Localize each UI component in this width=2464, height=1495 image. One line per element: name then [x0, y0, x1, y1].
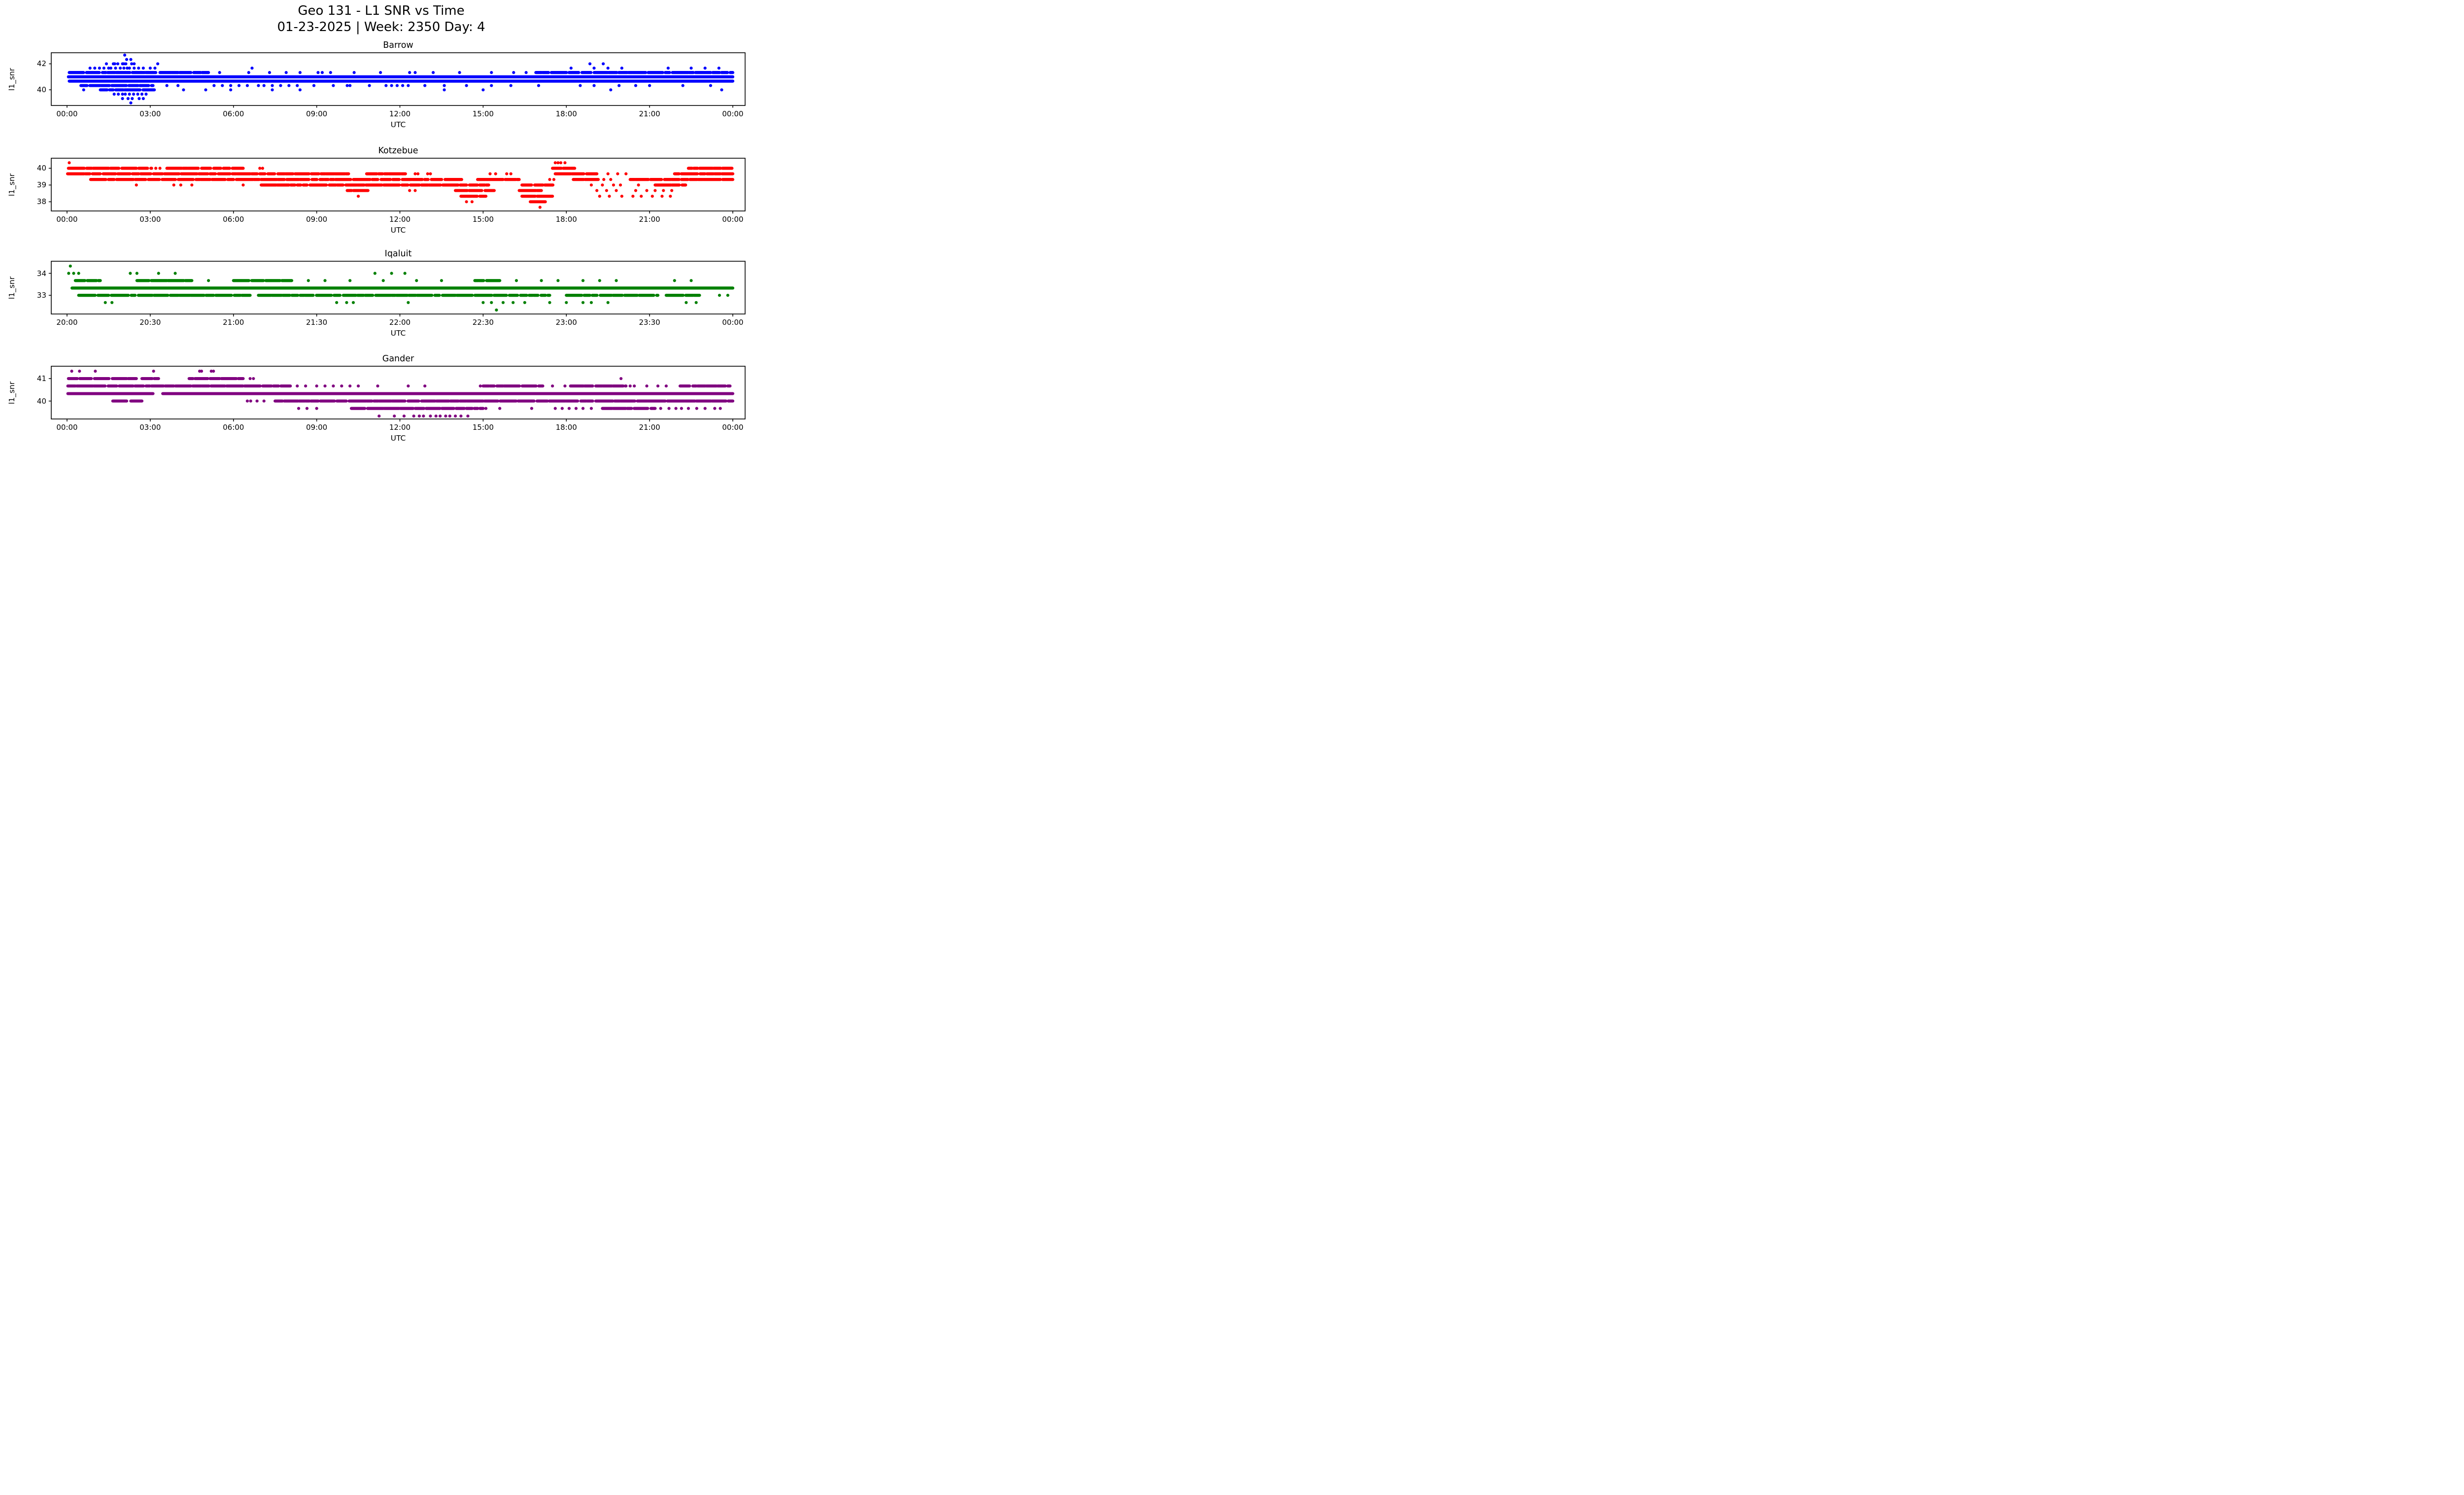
x-tick-label: 20:00: [56, 318, 78, 327]
x-tick-label: 21:00: [639, 215, 660, 224]
x-tick-label: 21:30: [306, 318, 328, 327]
x-tick-label: 00:00: [56, 215, 78, 224]
x-tick-label: 03:00: [139, 215, 161, 224]
figure-title: Geo 131 - L1 SNR vs Time 01-23-2025 | We…: [0, 3, 762, 35]
x-tick-label: 18:00: [555, 423, 577, 432]
x-tick-label: 00:00: [722, 318, 744, 327]
snr-figure: Geo 131 - L1 SNR vs Time 01-23-2025 | We…: [0, 0, 762, 443]
scatter-plot-canvas: [0, 0, 762, 443]
y-tick-label: 40: [36, 85, 46, 95]
x-axis-label-iqaluit: UTC: [390, 329, 406, 338]
x-tick-label: 06:00: [223, 109, 244, 118]
x-tick-label: 00:00: [722, 215, 744, 224]
x-tick-label: 03:00: [139, 423, 161, 432]
y-tick-label: 40: [36, 396, 46, 406]
x-tick-label: 18:00: [555, 109, 577, 118]
x-tick-label: 00:00: [722, 109, 744, 118]
x-tick-label: 21:00: [223, 318, 244, 327]
x-tick-label: 23:30: [639, 318, 660, 327]
y-axis-label-iqaluit: l1_snr: [7, 276, 16, 299]
x-tick-label: 15:00: [472, 423, 494, 432]
y-tick-label: 40: [36, 164, 46, 173]
x-tick-label: 22:30: [472, 318, 494, 327]
x-axis-label-kotzebue: UTC: [390, 226, 406, 235]
x-axis-label-barrow: UTC: [390, 120, 406, 129]
x-tick-label: 09:00: [306, 109, 328, 118]
subplot-title-kotzebue: Kotzebue: [378, 146, 418, 156]
x-tick-label: 21:00: [639, 423, 660, 432]
x-tick-label: 12:00: [389, 215, 411, 224]
y-tick-label: 34: [36, 269, 46, 278]
y-axis-label-gander: l1_snr: [7, 381, 16, 404]
x-tick-label: 22:00: [389, 318, 411, 327]
subplot-title-barrow: Barrow: [383, 40, 413, 50]
x-tick-label: 06:00: [223, 215, 244, 224]
y-axis-label-kotzebue: l1_snr: [7, 173, 16, 196]
x-tick-label: 21:00: [639, 109, 660, 118]
figure-title-line1: Geo 131 - L1 SNR vs Time: [298, 3, 465, 18]
y-axis-label-barrow: l1_snr: [7, 68, 16, 91]
x-tick-label: 15:00: [472, 109, 494, 118]
x-tick-label: 23:00: [555, 318, 577, 327]
x-tick-label: 15:00: [472, 215, 494, 224]
figure-title-line2: 01-23-2025 | Week: 2350 Day: 4: [277, 20, 485, 35]
x-tick-label: 18:00: [555, 215, 577, 224]
x-tick-label: 00:00: [56, 423, 78, 432]
y-tick-label: 38: [36, 197, 46, 207]
y-tick-label: 41: [36, 374, 46, 383]
x-tick-label: 12:00: [389, 109, 411, 118]
x-tick-label: 06:00: [223, 423, 244, 432]
x-axis-label-gander: UTC: [390, 434, 406, 443]
x-tick-label: 00:00: [56, 109, 78, 118]
x-tick-label: 00:00: [722, 423, 744, 432]
x-tick-label: 09:00: [306, 215, 328, 224]
x-tick-label: 12:00: [389, 423, 411, 432]
subplot-title-iqaluit: Iqaluit: [384, 249, 412, 259]
y-tick-label: 39: [36, 180, 46, 190]
y-tick-label: 33: [36, 291, 46, 300]
x-tick-label: 20:30: [139, 318, 161, 327]
y-tick-label: 42: [36, 59, 46, 69]
x-tick-label: 03:00: [139, 109, 161, 118]
x-tick-label: 09:00: [306, 423, 328, 432]
subplot-title-gander: Gander: [382, 354, 414, 364]
